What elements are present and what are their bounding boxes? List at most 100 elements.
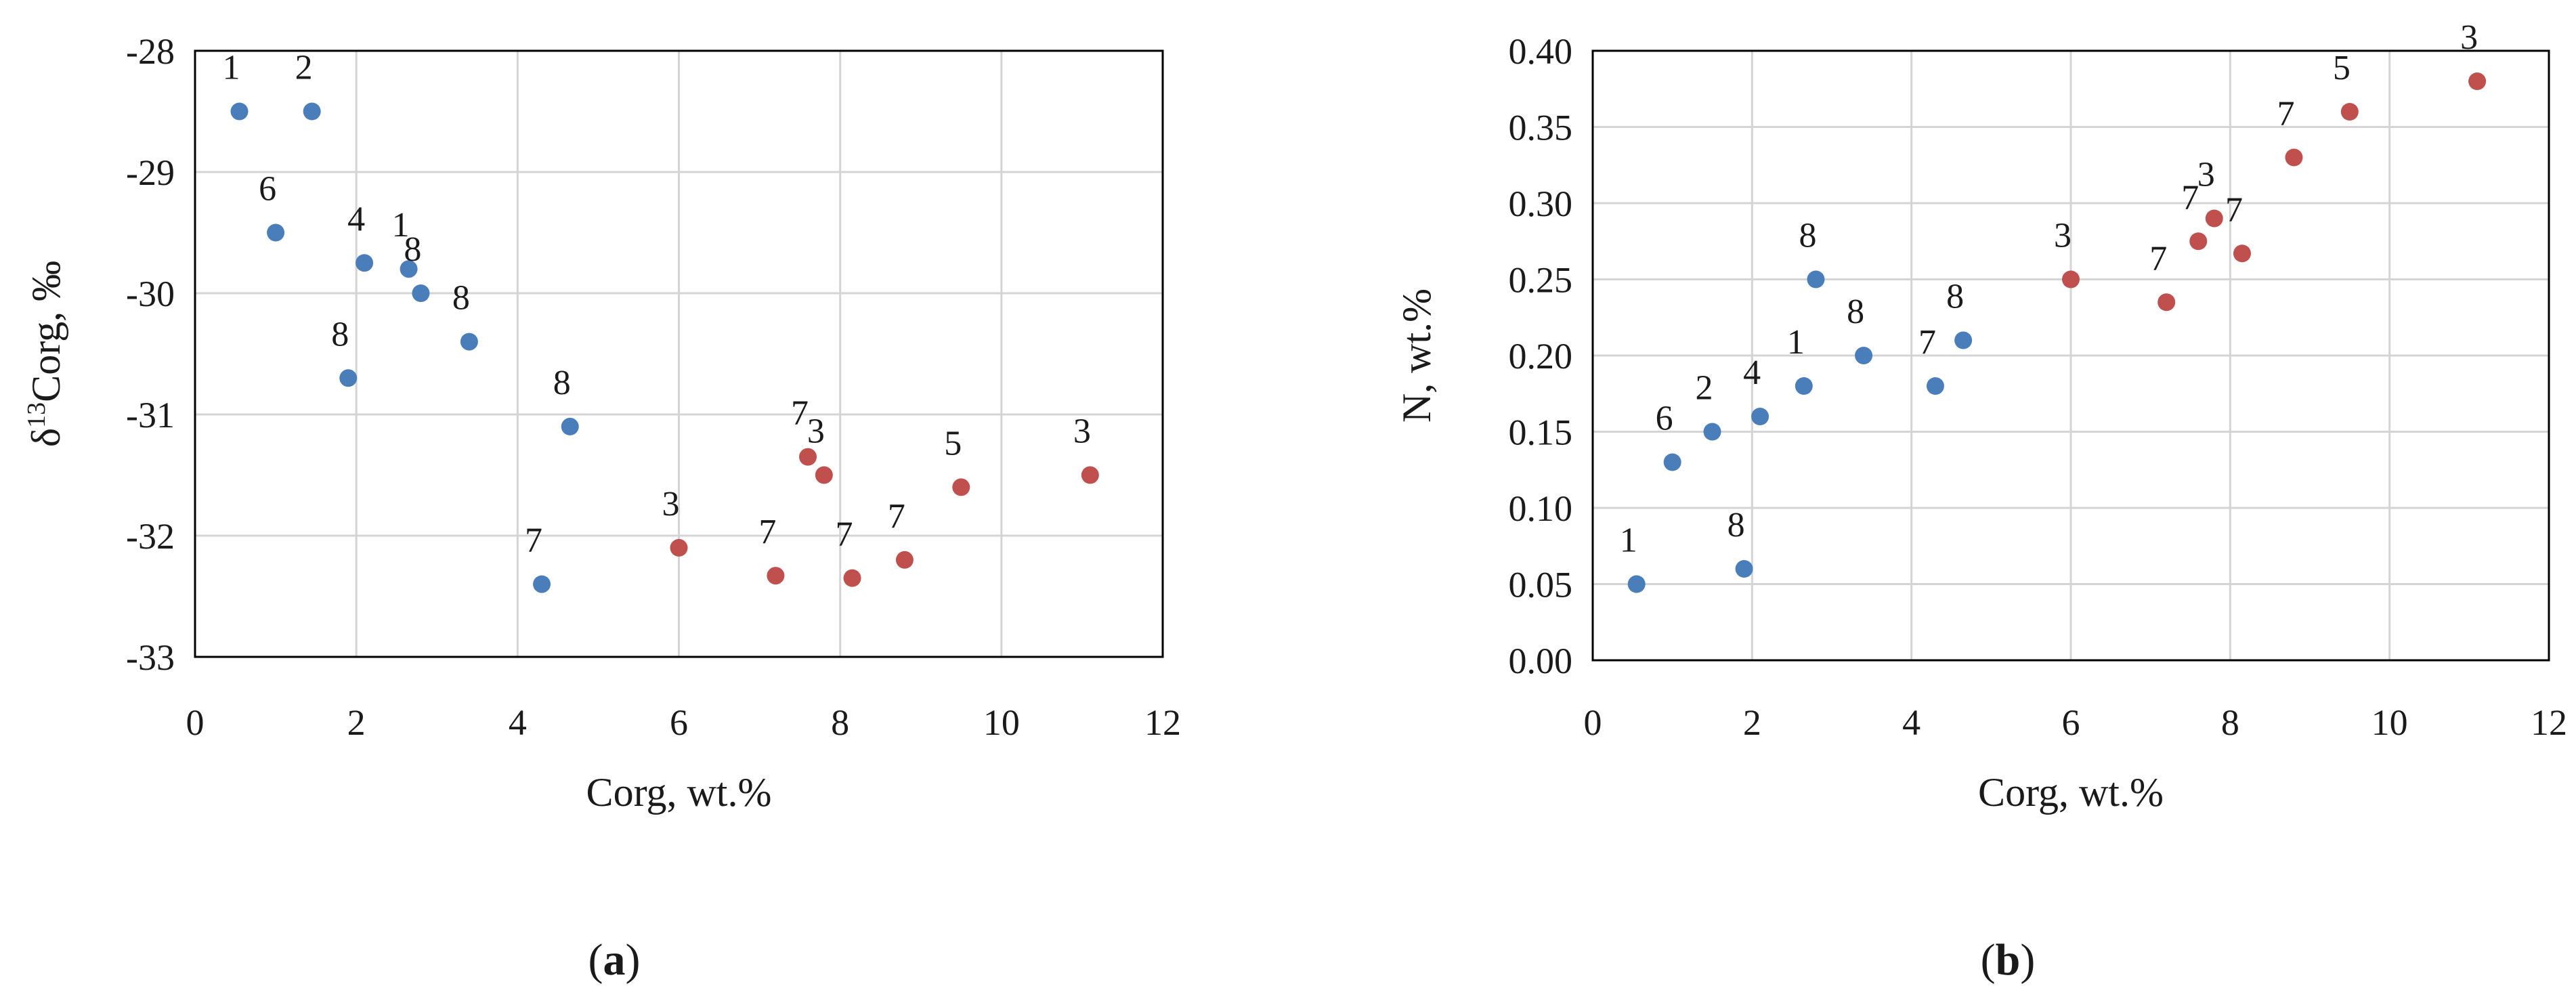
y-tick-label: -31 — [126, 395, 175, 435]
y-tick-label: 0.35 — [1509, 108, 1573, 148]
panel-label-b: (b) — [1980, 935, 2036, 985]
data-point — [303, 102, 321, 121]
data-point — [767, 567, 785, 585]
x-tick-label: 2 — [1743, 702, 1761, 743]
data-point — [533, 575, 551, 593]
data-point — [1081, 466, 1099, 484]
x-tick-label: 2 — [347, 702, 366, 743]
data-point-label: 7 — [2225, 190, 2243, 229]
data-point-label: 3 — [662, 485, 680, 523]
y-tick-label: 0.15 — [1509, 412, 1573, 453]
x-tick-label: 6 — [2062, 702, 2080, 743]
data-point — [2233, 244, 2251, 263]
data-point — [1795, 377, 1813, 395]
data-point — [1703, 423, 1721, 441]
data-point — [1663, 453, 1681, 471]
y-tick-label: 0.20 — [1509, 336, 1573, 377]
x-tick-label: 8 — [831, 702, 849, 743]
x-tick-label: 8 — [2221, 702, 2239, 743]
data-point-label: 3 — [807, 412, 825, 451]
data-point-label: 7 — [791, 394, 809, 433]
data-point — [2189, 232, 2208, 251]
data-point-label: 6 — [1656, 400, 1673, 438]
x-tick-label: 4 — [1902, 702, 1920, 743]
x-tick-label: 12 — [2531, 702, 2567, 743]
data-point-label: 7 — [1918, 323, 1936, 362]
data-point-label: 3 — [1073, 412, 1091, 451]
data-point — [952, 478, 970, 496]
data-point-label: 4 — [1743, 353, 1761, 392]
panel-label-a: (a) — [588, 935, 641, 985]
data-point-label: 6 — [259, 170, 276, 209]
data-point — [230, 102, 249, 121]
data-point — [356, 254, 374, 272]
data-point-label: 8 — [1727, 506, 1745, 544]
data-point — [1926, 377, 1944, 395]
data-point-label: 4 — [347, 200, 365, 238]
y-axis-title: δ13Corg, ‰ — [22, 261, 68, 447]
x-tick-label: 10 — [2371, 702, 2408, 743]
data-point — [267, 223, 285, 242]
data-point — [815, 466, 833, 484]
data-point — [2285, 148, 2303, 167]
data-point — [561, 417, 579, 435]
data-point — [1751, 408, 1769, 425]
x-tick-label: 10 — [983, 702, 1020, 743]
data-point — [339, 369, 358, 387]
y-axis-title: N, wt.% — [1394, 288, 1439, 423]
data-point — [1807, 270, 1825, 288]
data-point — [895, 551, 914, 569]
data-point — [2340, 103, 2359, 121]
y-axis-title-text: N, wt.% — [1394, 288, 1439, 423]
y-axis-title-superscript: 13 — [22, 402, 51, 428]
data-point-label: 8 — [1946, 278, 1964, 316]
data-point-label: 3 — [2197, 156, 2215, 194]
y-tick-label: 0.05 — [1509, 565, 1573, 605]
y-tick-label: 0.40 — [1509, 31, 1573, 72]
data-point — [400, 260, 418, 278]
y-tick-label: -30 — [126, 274, 175, 314]
y-axis-title-suffix: Corg, ‰ — [24, 261, 68, 402]
y-tick-label: 0.30 — [1509, 184, 1573, 224]
data-point-label: 7 — [525, 521, 542, 560]
data-point-label: 2 — [295, 49, 313, 87]
data-point — [1627, 575, 1646, 593]
data-point — [2062, 270, 2080, 288]
data-point-label: 7 — [888, 497, 905, 536]
x-axis-title: Corg, wt.% — [586, 770, 772, 815]
y-tick-label: -28 — [126, 31, 175, 72]
data-point-label: 7 — [836, 515, 853, 554]
data-point-label: 5 — [944, 424, 962, 463]
data-point — [2205, 209, 2223, 228]
data-point-label: 3 — [2460, 18, 2478, 57]
data-point-label: 8 — [553, 364, 571, 402]
y-tick-label: -29 — [126, 152, 175, 193]
x-tick-label: 6 — [670, 702, 688, 743]
y-tick-label: 0.10 — [1509, 488, 1573, 529]
data-point — [2468, 72, 2487, 90]
data-point-label: 3 — [2054, 217, 2071, 255]
data-point-label: 8 — [1847, 293, 1864, 331]
data-point-label: 1 — [1787, 323, 1805, 362]
x-tick-label: 0 — [186, 702, 205, 743]
data-point — [412, 284, 430, 302]
x-axis-title: Corg, wt.% — [1978, 770, 2164, 815]
data-point-label: 1 — [222, 49, 240, 87]
data-point — [799, 448, 817, 466]
x-tick-label: 4 — [509, 702, 527, 743]
data-point — [460, 333, 478, 351]
data-point — [1954, 331, 1973, 349]
plot-frame — [194, 49, 1164, 658]
data-point-label: 1 — [392, 206, 410, 244]
y-tick-label: -32 — [126, 516, 175, 557]
data-point-label: 8 — [404, 230, 421, 269]
data-point-label: 7 — [758, 513, 776, 551]
x-tick-label: 0 — [1584, 702, 1602, 743]
data-point-label: 7 — [2277, 95, 2294, 133]
data-point-label: 8 — [331, 315, 349, 353]
y-tick-label: -33 — [126, 637, 175, 678]
y-tick-label: 0.25 — [1509, 260, 1573, 301]
data-point — [1735, 560, 1753, 578]
x-tick-label: 12 — [1144, 702, 1181, 743]
